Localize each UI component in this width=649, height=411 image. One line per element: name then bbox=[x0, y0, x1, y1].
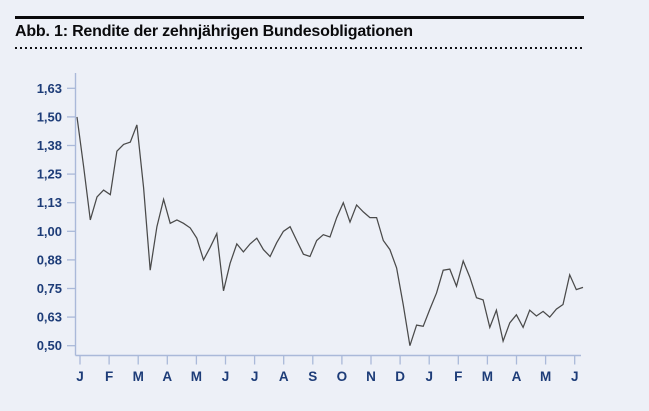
y-tick-label: 0,50 bbox=[37, 338, 62, 353]
yield-line-series bbox=[76, 116, 584, 346]
x-tick-label: A bbox=[512, 369, 522, 384]
x-tick-label: J bbox=[222, 369, 230, 384]
x-tick-label: J bbox=[251, 369, 259, 384]
x-tick-label: M bbox=[540, 369, 551, 384]
y-tick-label: 0,75 bbox=[37, 281, 62, 296]
figure-title: Abb. 1: Rendite der zehnjährigen Bundeso… bbox=[15, 23, 413, 40]
x-tick-label: M bbox=[191, 369, 202, 384]
x-tick-label: A bbox=[279, 369, 289, 384]
y-tick-label: 1,63 bbox=[37, 81, 62, 96]
x-tick-label: F bbox=[105, 369, 113, 384]
y-tick-label: 0,88 bbox=[37, 252, 62, 267]
title-top-rule bbox=[15, 16, 584, 19]
x-tick-label: N bbox=[366, 369, 376, 384]
x-tick-label: D bbox=[395, 369, 405, 384]
y-tick-label: 1,00 bbox=[37, 224, 62, 239]
x-tick-label: O bbox=[337, 369, 348, 384]
x-tick-label: J bbox=[425, 369, 433, 384]
x-tick-label: S bbox=[308, 369, 317, 384]
y-tick-label: 1,38 bbox=[37, 138, 62, 153]
y-tick-label: 1,13 bbox=[37, 195, 62, 210]
x-tick-label: J bbox=[76, 369, 84, 384]
x-tick-label: M bbox=[482, 369, 493, 384]
y-tick-label: 1,50 bbox=[37, 109, 62, 124]
title-dotted-rule bbox=[15, 47, 584, 49]
y-tick-label: 0,63 bbox=[37, 310, 62, 325]
x-tick-label: M bbox=[133, 369, 144, 384]
x-tick-label: J bbox=[571, 369, 579, 384]
x-tick-label: F bbox=[454, 369, 462, 384]
x-tick-label: A bbox=[162, 369, 172, 384]
y-tick-label: 1,25 bbox=[37, 167, 62, 182]
